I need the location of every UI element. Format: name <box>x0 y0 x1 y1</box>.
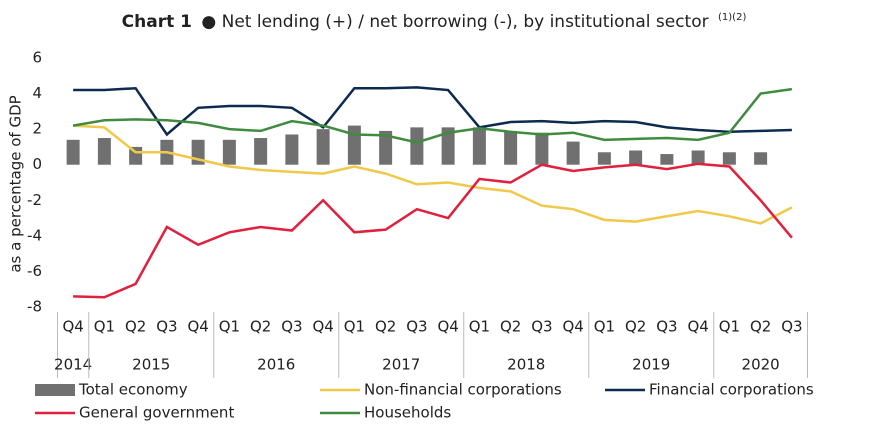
x-tick-label: Q2 <box>625 318 646 336</box>
title-notes: (1)(2) <box>718 12 746 23</box>
bar <box>285 134 299 165</box>
year-label: 2018 <box>507 356 545 374</box>
y-axis-label: as a percentage of GDP <box>7 95 25 272</box>
legend-label: Households <box>364 404 451 422</box>
y-tick-label: 6 <box>32 49 42 67</box>
bar <box>566 141 580 165</box>
x-tick-label: Q2 <box>125 318 146 336</box>
bar <box>410 127 424 165</box>
bar <box>597 152 611 165</box>
year-label: 2019 <box>632 356 670 374</box>
y-tick-label: -2 <box>27 191 42 209</box>
title-text: ● Net lending (+) / net borrowing (-), b… <box>201 12 708 32</box>
x-tick-label: Q1 <box>594 318 615 336</box>
line <box>73 86 792 137</box>
x-tick-label: Q3 <box>281 318 302 336</box>
x-tick-label: Q2 <box>250 318 271 336</box>
x-tick-label: Q3 <box>156 318 177 336</box>
x-tick-label: Q3 <box>406 318 427 336</box>
year-label: 2014 <box>54 356 92 374</box>
x-tick-label: Q1 <box>469 318 490 336</box>
x-tick-label: Q3 <box>531 318 552 336</box>
x-tick-label: Q4 <box>62 318 83 336</box>
x-tick-label: Q4 <box>437 318 458 336</box>
x-tick-label: Q1 <box>94 318 115 336</box>
x-tick-label: Q1 <box>219 318 240 336</box>
y-tick-label: -4 <box>27 226 42 244</box>
bar <box>347 125 361 165</box>
x-tick-label: Q3 <box>781 318 802 336</box>
x-tick-label: Q4 <box>312 318 333 336</box>
bar <box>254 138 268 165</box>
title-label: Chart 1 <box>122 12 192 32</box>
bar <box>316 129 330 165</box>
year-label: 2016 <box>257 356 295 374</box>
y-tick-label: 0 <box>32 155 42 173</box>
legend-label: Financial corporations <box>649 381 814 399</box>
bar <box>472 127 486 165</box>
x-tick-label: Q2 <box>375 318 396 336</box>
bar <box>691 150 705 165</box>
legend-label: Non-financial corporations <box>364 381 562 399</box>
line <box>73 162 793 299</box>
y-tick-label: -6 <box>27 262 42 280</box>
bar <box>504 130 518 165</box>
bar <box>97 138 111 165</box>
x-tick-label: Q1 <box>719 318 740 336</box>
bar <box>722 152 736 165</box>
bar <box>629 150 643 165</box>
x-tick-label: Q4 <box>687 318 708 336</box>
legend-swatch <box>35 384 75 396</box>
year-label: 2020 <box>742 356 780 374</box>
x-tick-label: Q2 <box>750 318 771 336</box>
bar <box>66 139 80 165</box>
year-label: 2017 <box>382 356 420 374</box>
bar <box>754 152 768 165</box>
year-label: 2015 <box>132 356 170 374</box>
y-tick-label: 4 <box>32 84 42 102</box>
bar <box>222 139 236 165</box>
chart-title: Chart 1 ● Net lending (+) / net borrowin… <box>122 12 747 32</box>
line <box>73 124 793 225</box>
y-tick-label: 2 <box>32 120 42 138</box>
bar <box>379 130 393 165</box>
x-tick-label: Q1 <box>344 318 365 336</box>
legend-label: General government <box>79 404 234 422</box>
x-tick-label: Q4 <box>562 318 583 336</box>
legend-label: Total economy <box>78 381 188 399</box>
bar <box>441 127 455 165</box>
y-tick-label: -8 <box>27 298 42 316</box>
bar <box>660 154 674 165</box>
line <box>72 87 793 144</box>
x-tick-label: Q4 <box>187 318 208 336</box>
x-tick-label: Q3 <box>656 318 677 336</box>
bar <box>535 132 549 165</box>
x-tick-label: Q2 <box>500 318 521 336</box>
